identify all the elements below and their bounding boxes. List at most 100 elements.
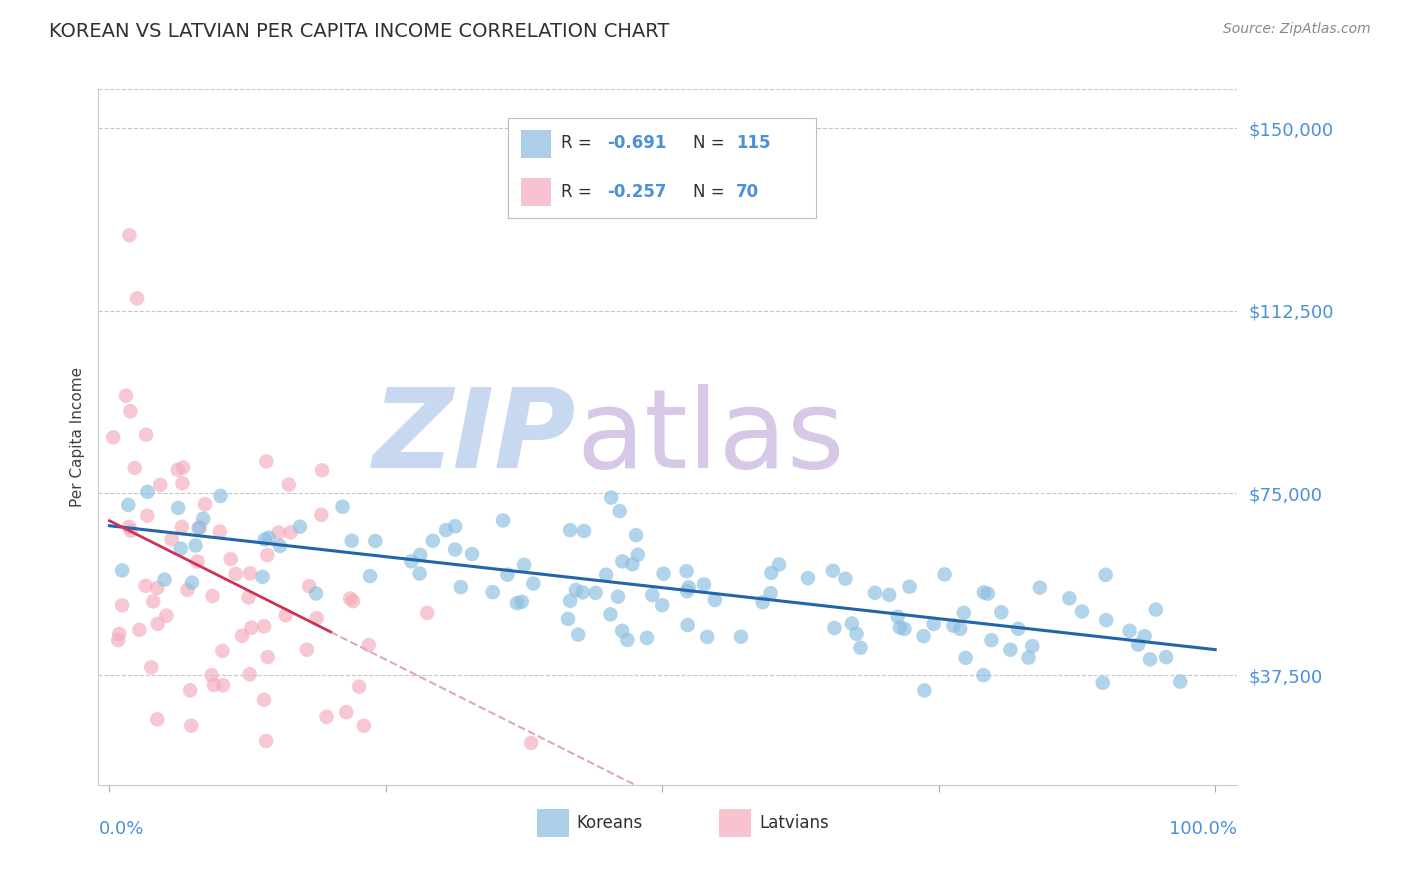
Point: [1021, 639, 1043, 653]
Point: [141, 660, 163, 674]
Point: [240, 621, 263, 635]
Point: [160, 533, 183, 547]
Point: [624, 528, 647, 542]
Point: [200, 668, 222, 682]
Point: [347, 680, 370, 694]
Text: R =: R =: [561, 134, 596, 153]
Point: [188, 520, 211, 534]
Point: [520, 736, 543, 750]
Point: [146, 581, 169, 595]
Point: [209, 489, 232, 503]
Point: [599, 607, 621, 622]
Point: [409, 548, 432, 562]
Point: [513, 558, 536, 572]
Point: [311, 508, 333, 522]
Point: [364, 534, 387, 549]
Point: [142, 594, 165, 608]
Point: [166, 463, 188, 477]
Point: [759, 586, 782, 600]
Point: [1095, 613, 1118, 627]
Point: [136, 508, 159, 523]
Point: [295, 642, 318, 657]
Point: [256, 548, 278, 562]
FancyBboxPatch shape: [520, 129, 551, 158]
Point: [444, 519, 467, 533]
Point: [401, 554, 423, 568]
Point: [1094, 567, 1116, 582]
Point: [225, 566, 247, 581]
Point: [450, 580, 472, 594]
Point: [616, 632, 638, 647]
Point: [730, 630, 752, 644]
Point: [172, 476, 194, 491]
Point: [146, 712, 169, 726]
Text: 100.0%: 100.0%: [1170, 820, 1237, 838]
Point: [693, 577, 716, 591]
Point: [118, 228, 141, 243]
Point: [1133, 629, 1156, 643]
Point: [332, 500, 354, 514]
Point: [1071, 605, 1094, 619]
Point: [422, 533, 444, 548]
Point: [170, 520, 193, 534]
Point: [652, 566, 675, 581]
Point: [359, 569, 381, 583]
Point: [612, 554, 634, 568]
Point: [973, 585, 995, 599]
Point: [651, 598, 673, 612]
Point: [1118, 624, 1140, 638]
Point: [675, 564, 697, 578]
Point: [239, 566, 262, 581]
Point: [877, 588, 900, 602]
Point: [186, 555, 208, 569]
Point: [585, 586, 607, 600]
Point: [492, 514, 515, 528]
Point: [1007, 622, 1029, 636]
Point: [135, 579, 157, 593]
Text: KOREAN VS LATVIAN PER CAPITA INCOME CORRELATION CHART: KOREAN VS LATVIAN PER CAPITA INCOME CORR…: [49, 22, 669, 41]
Point: [103, 430, 125, 444]
Point: [187, 521, 209, 535]
Point: [254, 734, 277, 748]
Point: [256, 650, 278, 665]
Point: [193, 511, 215, 525]
Point: [768, 558, 790, 572]
Point: [239, 667, 262, 681]
Point: [641, 588, 664, 602]
Point: [315, 710, 337, 724]
Point: [863, 586, 886, 600]
Point: [208, 524, 231, 539]
Point: [1144, 602, 1167, 616]
Text: Koreans: Koreans: [576, 814, 643, 832]
Point: [972, 668, 994, 682]
Text: -0.691: -0.691: [607, 134, 666, 153]
Point: [357, 638, 380, 652]
Point: [211, 644, 233, 658]
Point: [257, 531, 280, 545]
Point: [886, 609, 908, 624]
Point: [1168, 674, 1191, 689]
Point: [231, 629, 253, 643]
Point: [898, 580, 921, 594]
Point: [180, 719, 202, 733]
Point: [849, 640, 872, 655]
Point: [117, 498, 139, 512]
Point: [108, 627, 131, 641]
Point: [703, 593, 725, 607]
Point: [416, 606, 439, 620]
Point: [510, 595, 533, 609]
Y-axis label: Per Capita Income: Per Capita Income: [69, 367, 84, 508]
Point: [115, 389, 138, 403]
Point: [558, 594, 581, 608]
Point: [153, 573, 176, 587]
Text: Source: ZipAtlas.com: Source: ZipAtlas.com: [1223, 22, 1371, 37]
Point: [761, 566, 783, 580]
Point: [612, 624, 634, 638]
Point: [120, 404, 142, 418]
Text: atlas: atlas: [576, 384, 845, 491]
Point: [893, 622, 915, 636]
Point: [496, 567, 519, 582]
Point: [111, 599, 134, 613]
Point: [267, 525, 290, 540]
Point: [179, 683, 201, 698]
